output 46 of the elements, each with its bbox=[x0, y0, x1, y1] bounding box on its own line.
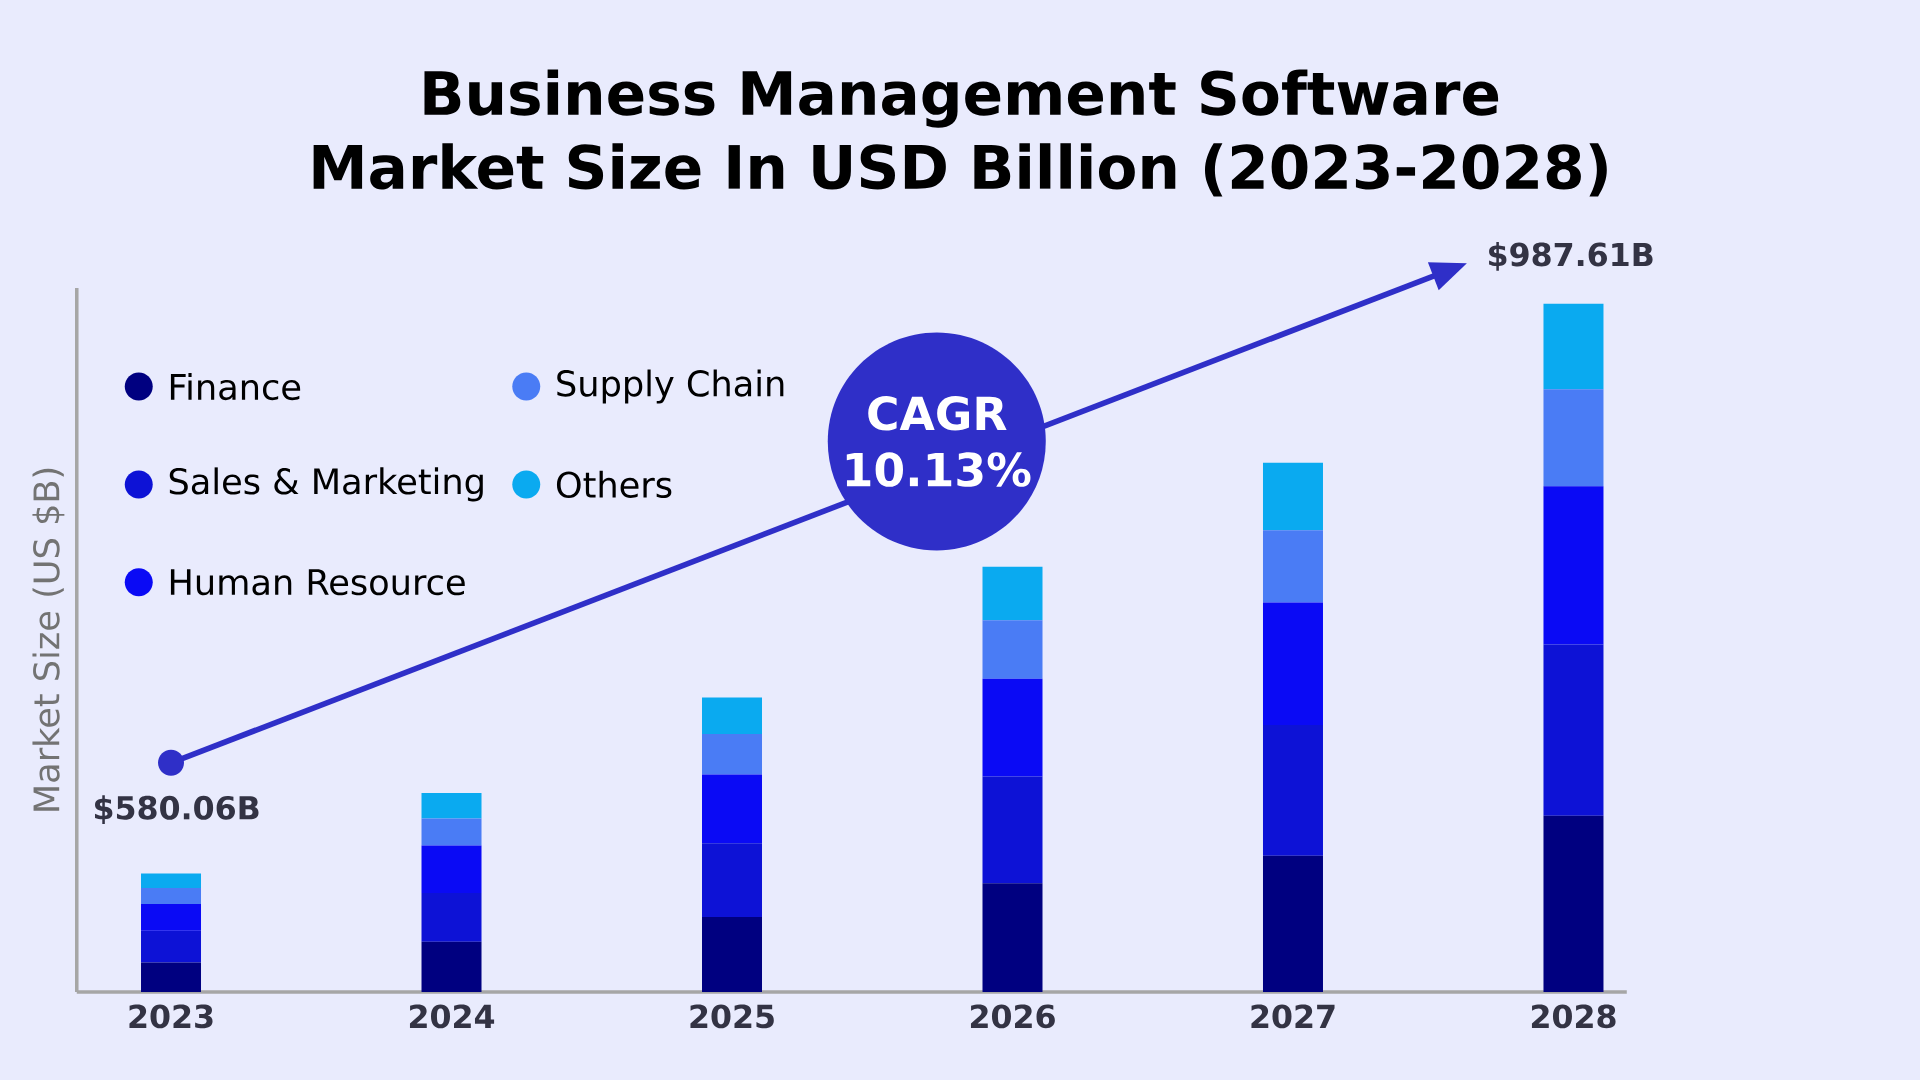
bar bbox=[421, 793, 482, 819]
bar bbox=[1262, 462, 1323, 531]
bar bbox=[421, 941, 482, 992]
bar bbox=[421, 845, 482, 893]
bar bbox=[1543, 644, 1604, 816]
bar bbox=[141, 888, 202, 904]
bar bbox=[1543, 303, 1604, 390]
bar bbox=[1543, 389, 1604, 487]
annotation: CAGR 10.13% bbox=[846, 396, 1031, 487]
bar bbox=[1543, 486, 1604, 645]
bar bbox=[1543, 815, 1604, 992]
bar bbox=[982, 883, 1043, 992]
legend-label: Supply Chain bbox=[557, 369, 784, 404]
bar bbox=[421, 892, 482, 942]
annotation: $580.06B bbox=[95, 795, 259, 824]
legend-label: Others bbox=[556, 470, 672, 498]
x-tick-label: 2023 bbox=[129, 1004, 213, 1029]
x-tick-label: 2028 bbox=[1531, 1004, 1616, 1029]
bar bbox=[702, 733, 763, 775]
bar bbox=[141, 930, 202, 963]
bar bbox=[141, 903, 202, 931]
bar bbox=[1262, 602, 1323, 725]
x-tick-label: 2024 bbox=[409, 1004, 495, 1029]
bar bbox=[982, 566, 1043, 621]
bar bbox=[702, 697, 763, 734]
bar bbox=[421, 818, 482, 846]
bar bbox=[702, 843, 763, 917]
text: $987.61B bbox=[1489, 241, 1653, 271]
bar bbox=[1262, 724, 1323, 856]
legend-label: Human Resource bbox=[170, 569, 465, 596]
bar bbox=[1262, 855, 1323, 992]
bar bbox=[1262, 530, 1323, 603]
x-tick-label: 2026 bbox=[970, 1004, 1055, 1029]
chart-title: Business Management Software Market Size In USD Billion (2023-2028) bbox=[313, 69, 1607, 197]
bar bbox=[702, 774, 763, 844]
bar bbox=[702, 916, 763, 992]
bar bbox=[141, 962, 202, 992]
bar bbox=[982, 678, 1043, 777]
legend-label: Sales & Marketing bbox=[169, 467, 483, 502]
bar bbox=[982, 776, 1043, 884]
x-tick-label: 2027 bbox=[1251, 1004, 1335, 1029]
legend-label: Finance bbox=[170, 372, 301, 401]
y-axis-title: Market Size (US $B) bbox=[32, 468, 65, 811]
bar bbox=[982, 620, 1043, 679]
x-tick-label: 2025 bbox=[690, 1004, 774, 1029]
bar bbox=[141, 873, 202, 889]
